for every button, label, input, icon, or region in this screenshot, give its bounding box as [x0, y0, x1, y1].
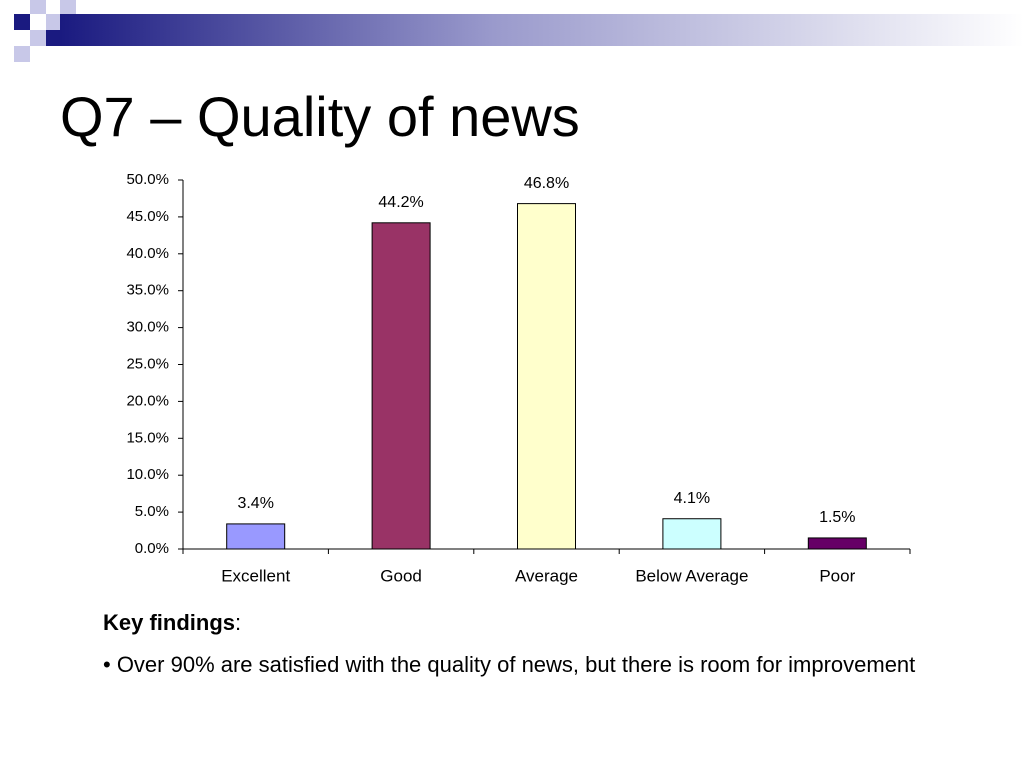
x-tick-label: Good [380, 566, 422, 585]
y-tick-label: 45.0% [126, 208, 169, 225]
value-label: 4.1% [674, 490, 710, 507]
bar [371, 222, 431, 550]
x-tick-label: Poor [819, 566, 855, 585]
value-label: 46.8% [524, 175, 569, 192]
value-label: 44.2% [378, 194, 423, 211]
y-tick-label: 0.0% [135, 540, 169, 557]
bar [517, 203, 576, 550]
finding: • Over 90% are satisfied with the qualit… [103, 652, 916, 677]
y-tick-label: 25.0% [126, 355, 169, 372]
x-tick-label: Excellent [221, 566, 290, 585]
y-tick-label: 40.0% [126, 245, 169, 262]
y-tick-label: 20.0% [126, 392, 169, 409]
x-tick-label: Average [515, 566, 578, 585]
y-tick-label: 30.0% [126, 319, 169, 336]
y-tick-label: 5.0% [135, 503, 169, 520]
y-tick-label: 10.0% [126, 466, 169, 483]
decoration [14, 0, 1024, 62]
y-tick-label: 15.0% [126, 429, 169, 446]
heading-text: Key findings [103, 610, 236, 635]
heading-punct: : [235, 610, 242, 635]
findings-heading: Key findings: [103, 608, 923, 638]
x-tick-label: Below Average [635, 566, 748, 585]
bar [807, 537, 867, 550]
bar [226, 523, 286, 550]
value-label: 3.4% [237, 495, 273, 512]
slide-title: Q7 – Quality of news [60, 85, 580, 148]
value-label: 1.5% [819, 509, 855, 526]
y-tick-label: 50.0% [126, 171, 169, 188]
y-tick-label: 35.0% [126, 282, 169, 299]
bar [662, 518, 722, 550]
key-findings: Key findings: • Over 90% are satisfied w… [103, 608, 923, 692]
